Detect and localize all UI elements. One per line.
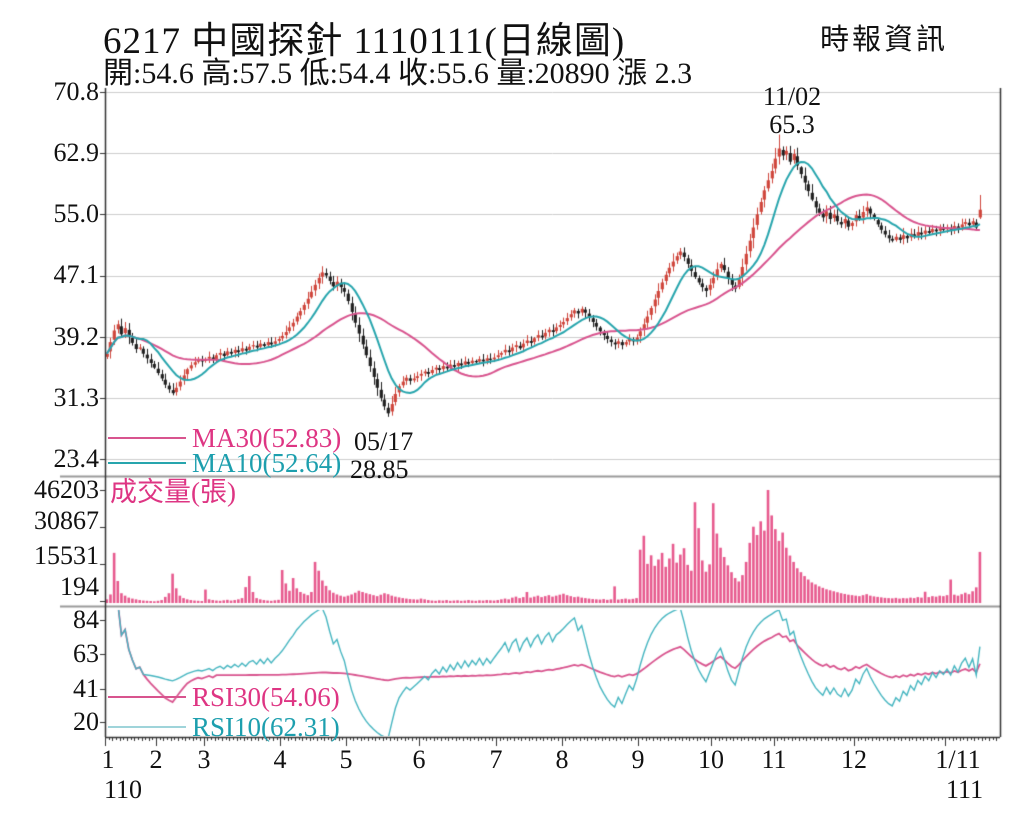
month-label: 4 xyxy=(273,745,287,774)
page-title: 6217 中國探針 1110111(日線圖) xyxy=(103,21,626,62)
ma30-legend-line xyxy=(108,437,186,439)
ma30-legend-label: MA30(52.83) xyxy=(192,423,342,453)
month-label: 2 xyxy=(149,745,163,774)
rsi30-legend-line xyxy=(108,696,186,698)
rsi-axis-label: 20 xyxy=(73,707,99,736)
low-annotation-date: 05/17 xyxy=(354,427,414,456)
rsi-axis-label: 41 xyxy=(73,674,99,703)
source-label: 時報資訊 xyxy=(820,24,949,56)
month-label: 1 xyxy=(101,745,115,774)
price-axis-label: 39.2 xyxy=(53,322,100,351)
month-label: 6 xyxy=(412,745,426,774)
month-label: 12 xyxy=(841,745,867,774)
volume-axis-label: 15531 xyxy=(34,541,99,570)
volume-axis-label: 30867 xyxy=(34,506,99,535)
price-axis-label: 70.8 xyxy=(53,77,100,106)
month-label: 8 xyxy=(555,745,569,774)
month-label: 11 xyxy=(761,745,787,774)
ohlc-quote-line: 開:54.6 高:57.5 低:54.4 收:55.6 量:20890 漲 2.… xyxy=(103,57,693,90)
ma10-legend-line xyxy=(108,462,186,464)
ma10-legend-label: MA10(52.64) xyxy=(192,448,342,478)
price-axis-label: 31.3 xyxy=(53,383,100,412)
month-label: 1/11 xyxy=(935,745,981,774)
month-label: 5 xyxy=(339,745,353,774)
year-label-end: 111 xyxy=(946,775,984,804)
high-annotation-date: 11/02 xyxy=(762,82,822,111)
month-label: 3 xyxy=(197,745,211,774)
rsi10-legend-line xyxy=(108,726,186,728)
rsi10-legend-label: RSI10(62.31) xyxy=(192,712,340,742)
price-axis-label: 55.0 xyxy=(53,199,100,228)
price-axis-label: 62.9 xyxy=(53,138,100,167)
price-axis-label: 47.1 xyxy=(53,260,100,289)
volume-legend-label: 成交量(張) xyxy=(110,477,236,507)
price-axis-label: 23.4 xyxy=(53,444,100,473)
month-label: 9 xyxy=(631,745,645,774)
rsi30-legend-label: RSI30(54.06) xyxy=(192,682,340,712)
volume-axis-label: 194 xyxy=(60,572,99,601)
month-label: 10 xyxy=(698,745,724,774)
volume-axis-label: 46203 xyxy=(34,475,99,504)
rsi-axis-label: 84 xyxy=(73,605,99,634)
low-annotation-value: 28.85 xyxy=(350,455,409,484)
rsi-axis-label: 63 xyxy=(73,639,99,668)
year-label-start: 110 xyxy=(104,775,143,804)
month-label: 7 xyxy=(489,745,503,774)
high-annotation-value: 65.3 xyxy=(769,110,815,139)
